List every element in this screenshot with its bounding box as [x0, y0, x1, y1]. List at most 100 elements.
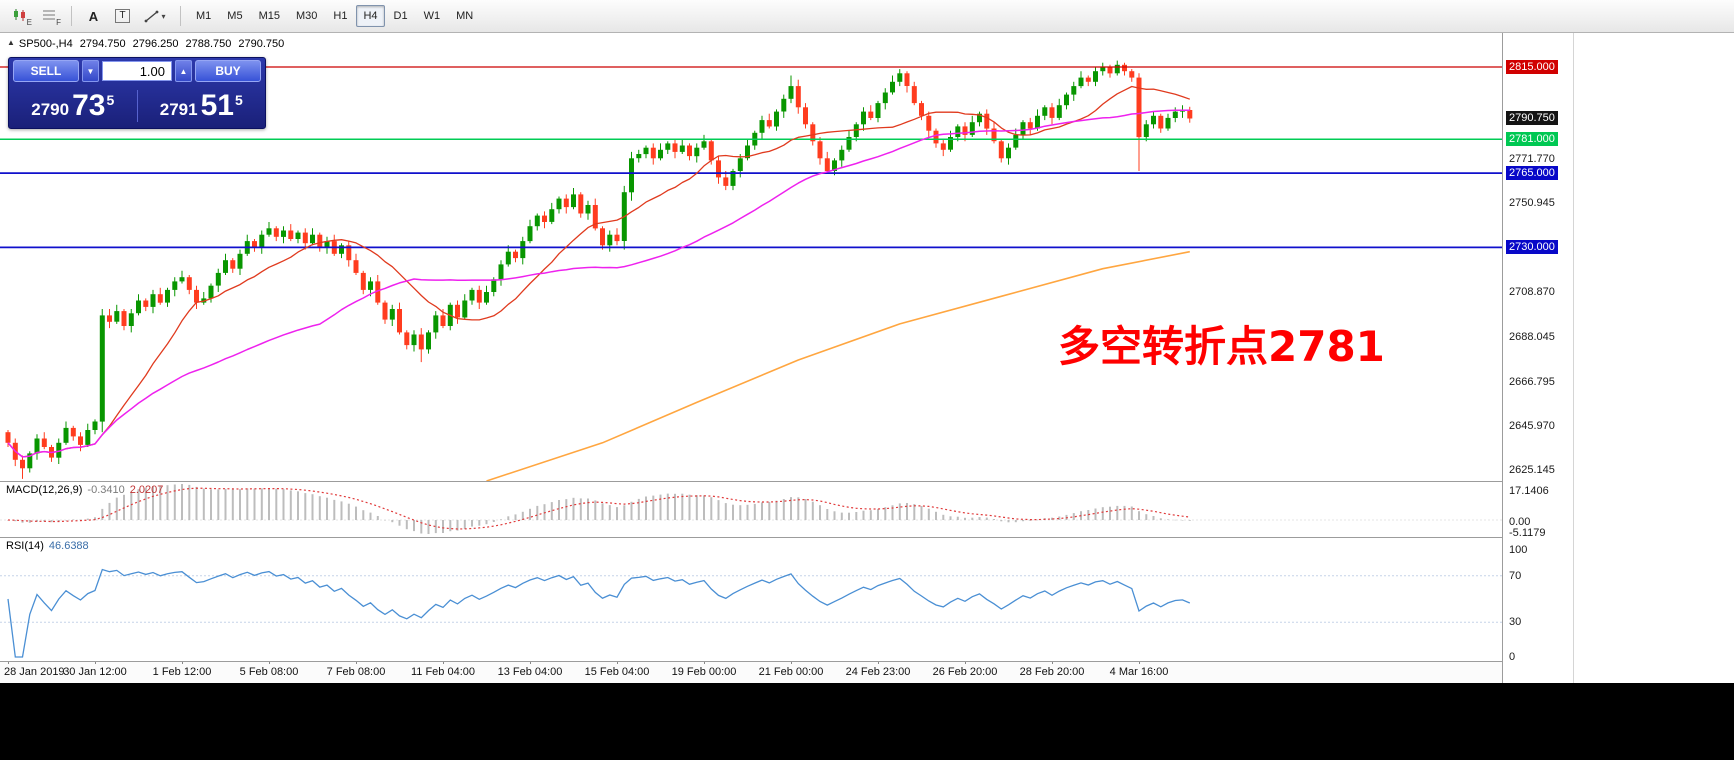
annotation-text: 多空转折点2781 — [1058, 322, 1385, 371]
sell-price-base: 2790 — [31, 100, 70, 119]
macd-axis-label: -5.1179 — [1509, 527, 1546, 539]
timeframe-button-m15[interactable]: M15 — [258, 10, 280, 22]
macd-axis-label: 17.1406 — [1509, 485, 1549, 497]
timeframe-button-m5[interactable]: M5 — [227, 10, 243, 22]
drawing-tool-icon[interactable]: ▾ — [137, 3, 173, 29]
buy-price-pipette: 5 — [234, 92, 243, 108]
time-axis-tick — [95, 661, 96, 664]
time-axis-label: 21 Feb 00:00 — [758, 666, 824, 678]
time-axis-tick — [356, 661, 357, 664]
text-label-glyph: A — [88, 8, 99, 24]
price-axis-label: 2781.000 — [1506, 132, 1558, 146]
one-click-trading-panel: SELL ▼ 1.00 ▲ BUY 2790 73 5 2791 51 5 — [8, 57, 266, 129]
sell-price-pips: 73 — [72, 89, 106, 122]
time-axis-label: 13 Feb 04:00 — [497, 666, 563, 678]
time-axis-tick — [269, 661, 270, 664]
buy-button[interactable]: BUY — [195, 60, 261, 82]
timeframe-button-h4[interactable]: H4 — [356, 5, 385, 27]
grid-lines-icon — [43, 10, 55, 20]
time-axis-label: 28 Feb 20:00 — [1019, 666, 1085, 678]
rsi-value: 46.6388 — [48, 540, 89, 552]
price-axis-label: 2765.000 — [1506, 166, 1558, 180]
macd-label: MACD(12,26,9) -0.3410 2.0207 — [6, 484, 163, 496]
timeframe-group: M1 M5 M15 M30 H1 H4 D1 W1 MN — [188, 5, 481, 27]
ohlc-low: 2788.750 — [185, 38, 232, 50]
time-axis[interactable]: 28 Jan 2019 30 Jan 12:00 1 Feb 12:00 5 Feb … — [0, 661, 1502, 683]
toolbar: E F A T ▾ M1 M5 M15 M30 H1 H4 D1 W1 MN — [0, 0, 1734, 33]
macd-name: MACD(12,26,9) — [6, 484, 83, 496]
timeframe-button-m1[interactable]: M1 — [196, 10, 212, 22]
tick-chart-icon[interactable]: F — [35, 3, 64, 29]
volume-input[interactable]: 1.00 — [102, 61, 172, 81]
time-axis-label: 7 Feb 08:00 — [326, 666, 386, 678]
sell-price-pipette: 5 — [106, 92, 115, 108]
volume-down-button[interactable]: ▼ — [82, 60, 99, 82]
macd-main-value: -0.3410 — [87, 484, 125, 496]
panel-divider[interactable] — [0, 481, 1573, 482]
price-axis-label: 2625.145 — [1509, 464, 1555, 476]
time-axis-label: 19 Feb 00:00 — [671, 666, 737, 678]
rsi-axis-label: 100 — [1509, 544, 1528, 556]
right-empty-area — [1573, 33, 1734, 683]
ohlc-open: 2794.750 — [79, 38, 126, 50]
panel-divider[interactable] — [0, 537, 1573, 538]
price-axis-label: 2645.970 — [1509, 420, 1555, 432]
chart-window-icon[interactable]: E — [6, 3, 35, 29]
macd-signal-value: 2.0207 — [129, 484, 164, 496]
buy-price-pips: 51 — [200, 89, 234, 122]
text-label-icon[interactable]: A — [79, 3, 108, 29]
text-box-icon[interactable]: T — [108, 3, 137, 29]
sell-button[interactable]: SELL — [13, 60, 79, 82]
rsi-label: RSI(14) 46.6388 — [6, 540, 89, 552]
time-axis-label: 26 Feb 20:00 — [932, 666, 998, 678]
time-axis-tick — [1052, 661, 1053, 664]
trendline-icon — [145, 10, 159, 22]
time-axis-tick — [878, 661, 879, 664]
ohlc-close: 2790.750 — [238, 38, 285, 50]
toolbar-separator — [180, 6, 181, 26]
timeframe-button-w1[interactable]: W1 — [423, 10, 441, 22]
price-axis-label: 2771.770 — [1509, 153, 1555, 165]
time-axis-tick — [617, 661, 618, 664]
time-axis-tick — [443, 661, 444, 664]
time-axis-label: 24 Feb 23:00 — [845, 666, 911, 678]
macd-canvas[interactable] — [0, 481, 1502, 537]
buy-price-display[interactable]: 2791 51 5 — [138, 90, 266, 122]
macd-axis-label: 0.00 — [1509, 516, 1531, 528]
time-axis-label: 1 Feb 12:00 — [152, 666, 212, 678]
buy-price-base: 2791 — [159, 100, 198, 119]
timeframe-button-mn[interactable]: MN — [456, 10, 474, 22]
rsi-panel: RSI(14) 46.6388 — [0, 537, 1502, 661]
main-chart-panel: ▲ SP500-,H4 2794.750 2796.250 2788.750 2790.7… — [0, 33, 1502, 481]
price-axis-label: 2708.870 — [1509, 286, 1555, 298]
time-axis-tick — [530, 661, 531, 664]
timeframe-button-h1[interactable]: H1 — [333, 10, 348, 22]
chevron-down-icon: ▾ — [161, 11, 166, 21]
text-box-glyph: T — [115, 9, 130, 23]
price-axis-label: 2730.000 — [1506, 240, 1558, 254]
time-axis-label: 11 Feb 04:00 — [410, 666, 476, 678]
time-axis-label: 4 Mar 16:00 — [1109, 666, 1169, 678]
time-axis-label: 28 Jan 2019 — [4, 666, 65, 678]
sell-price-display[interactable]: 2790 73 5 — [9, 90, 137, 122]
time-axis-tick — [8, 661, 9, 664]
macd-panel: MACD(12,26,9) -0.3410 2.0207 — [0, 481, 1502, 537]
price-axis[interactable]: 2815.000 2790.750 2781.000 2771.770 2765.000… — [1502, 33, 1573, 683]
rsi-canvas[interactable] — [0, 537, 1502, 661]
ohlc-high: 2796.250 — [132, 38, 179, 50]
rsi-axis-label: 70 — [1509, 570, 1522, 582]
volume-up-button[interactable]: ▲ — [175, 60, 192, 82]
time-axis-label: 5 Feb 08:00 — [239, 666, 299, 678]
panel-divider — [0, 661, 1573, 662]
timeframe-button-d1[interactable]: D1 — [393, 10, 408, 22]
price-axis-label: 2790.750 — [1506, 111, 1558, 125]
rsi-name: RSI(14) — [6, 540, 44, 552]
symbol-timeframe-label: SP500-,H4 — [18, 38, 73, 50]
time-axis-tick — [182, 661, 183, 664]
price-axis-label: 2815.000 — [1506, 60, 1558, 74]
collapse-arrow-icon[interactable]: ▲ — [7, 38, 15, 47]
toolbar-separator — [71, 6, 72, 26]
time-axis-tick — [965, 661, 966, 664]
timeframe-button-m30[interactable]: M30 — [295, 10, 318, 22]
rsi-axis-label: 0 — [1509, 651, 1516, 663]
